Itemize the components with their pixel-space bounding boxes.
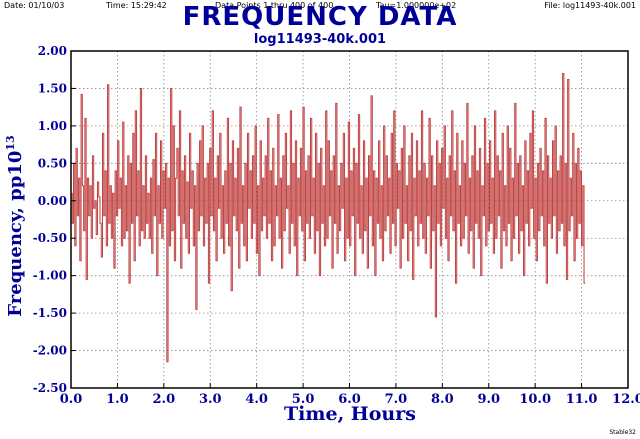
- chart-title: FREQUENCY DATA: [182, 2, 458, 32]
- x-tick-label: 2.0: [153, 392, 176, 407]
- x-tick-label: 9.0: [477, 392, 500, 407]
- y-axis-label: Frequency, pp1013: [4, 135, 26, 317]
- x-tick-label: 12.0: [612, 392, 640, 407]
- x-tick-label: 11.0: [566, 392, 598, 407]
- header-time: Time: 15:29:42: [106, 1, 167, 10]
- y-tick-label: 1.50: [38, 81, 67, 95]
- chart-subtitle: log11493-40k.001: [253, 32, 387, 47]
- x-tick-label: 4.0: [245, 392, 268, 407]
- header-points: Data Points 1 thru 400 of 400: [215, 1, 334, 10]
- y-tick-label: -0.50: [33, 231, 67, 245]
- x-tick-label: 3.0: [199, 392, 222, 407]
- x-tick-label: 10.0: [519, 392, 551, 407]
- y-tick-label: -2.50: [33, 381, 67, 395]
- y-tick-label: -2.00: [33, 344, 67, 358]
- footer-credit: Stable32: [609, 429, 636, 436]
- header-date: Date: 01/10/03: [4, 1, 65, 10]
- x-tick-label: 7.0: [385, 392, 408, 407]
- header-tau: Tau=1.000000e+02: [376, 1, 457, 10]
- y-tick-label: 1.00: [38, 119, 67, 133]
- header-file: File: log11493-40k.001: [544, 1, 636, 10]
- series-layer: [71, 72, 586, 363]
- x-tick-label: 6.0: [338, 392, 361, 407]
- y-tick-label: 2.00: [38, 44, 67, 58]
- x-tick-label: 8.0: [431, 392, 454, 407]
- x-tick-label: 5.0: [292, 392, 315, 407]
- tick-labels: 0.0 1.0 2.0 3.0 4.0 5.0 6.0 7.0 8.0 9.0 10.0 11.0 12…: [33, 44, 640, 407]
- x-axis-label: Time, Hours: [284, 403, 416, 425]
- y-tick-label: 0.00: [38, 194, 67, 208]
- y-tick-label: -1.50: [33, 306, 67, 320]
- x-tick-label: 1.0: [106, 392, 129, 407]
- x-tick-label: 0.0: [60, 392, 83, 407]
- y-tick-label: -1.00: [33, 269, 67, 283]
- grid-lines: [71, 51, 628, 388]
- y-tick-label: 0.50: [38, 156, 67, 170]
- frequency-series-line: [71, 72, 586, 363]
